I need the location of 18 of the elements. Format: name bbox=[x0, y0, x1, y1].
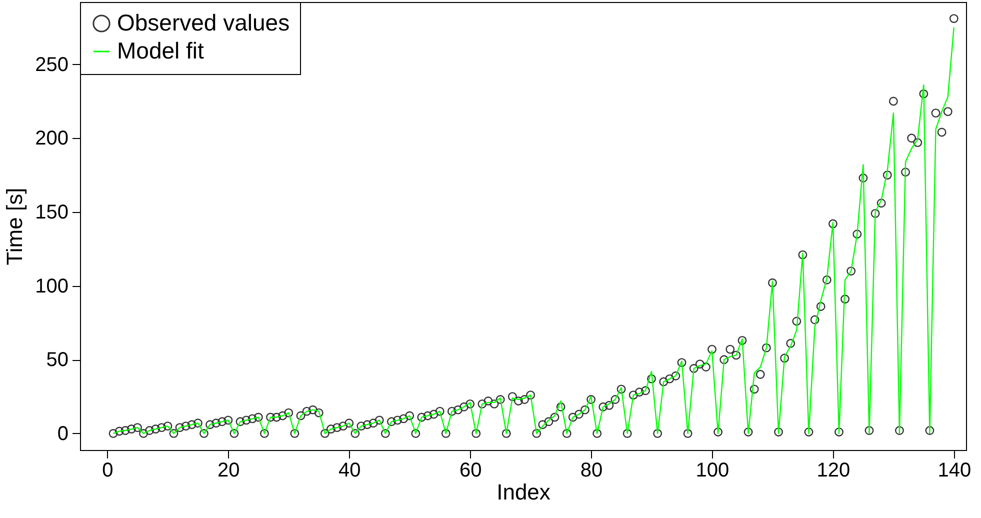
y-tick-label: 250 bbox=[35, 54, 68, 76]
y-tick-label: 200 bbox=[35, 128, 68, 150]
y-tick-label: 50 bbox=[46, 349, 68, 372]
x-tick-label: 140 bbox=[938, 460, 972, 482]
x-axis-title: Index bbox=[496, 480, 550, 504]
y-axis-title: Time [s] bbox=[2, 188, 28, 266]
x-tick-label: 0 bbox=[102, 460, 114, 482]
legend-label: Observed values bbox=[117, 10, 290, 36]
legend-label: Model fit bbox=[117, 38, 205, 64]
x-tick-label: 20 bbox=[218, 460, 240, 482]
y-tick-label: 150 bbox=[35, 201, 68, 224]
x-tick-label: 40 bbox=[338, 460, 361, 482]
x-tick-label: 60 bbox=[459, 460, 482, 482]
y-tick-label: 0 bbox=[57, 422, 68, 445]
y-tick-label: 100 bbox=[35, 275, 68, 298]
x-tick-label: 80 bbox=[580, 460, 603, 482]
x-tick-label: 120 bbox=[816, 460, 850, 482]
x-tick-label: 100 bbox=[696, 460, 730, 482]
